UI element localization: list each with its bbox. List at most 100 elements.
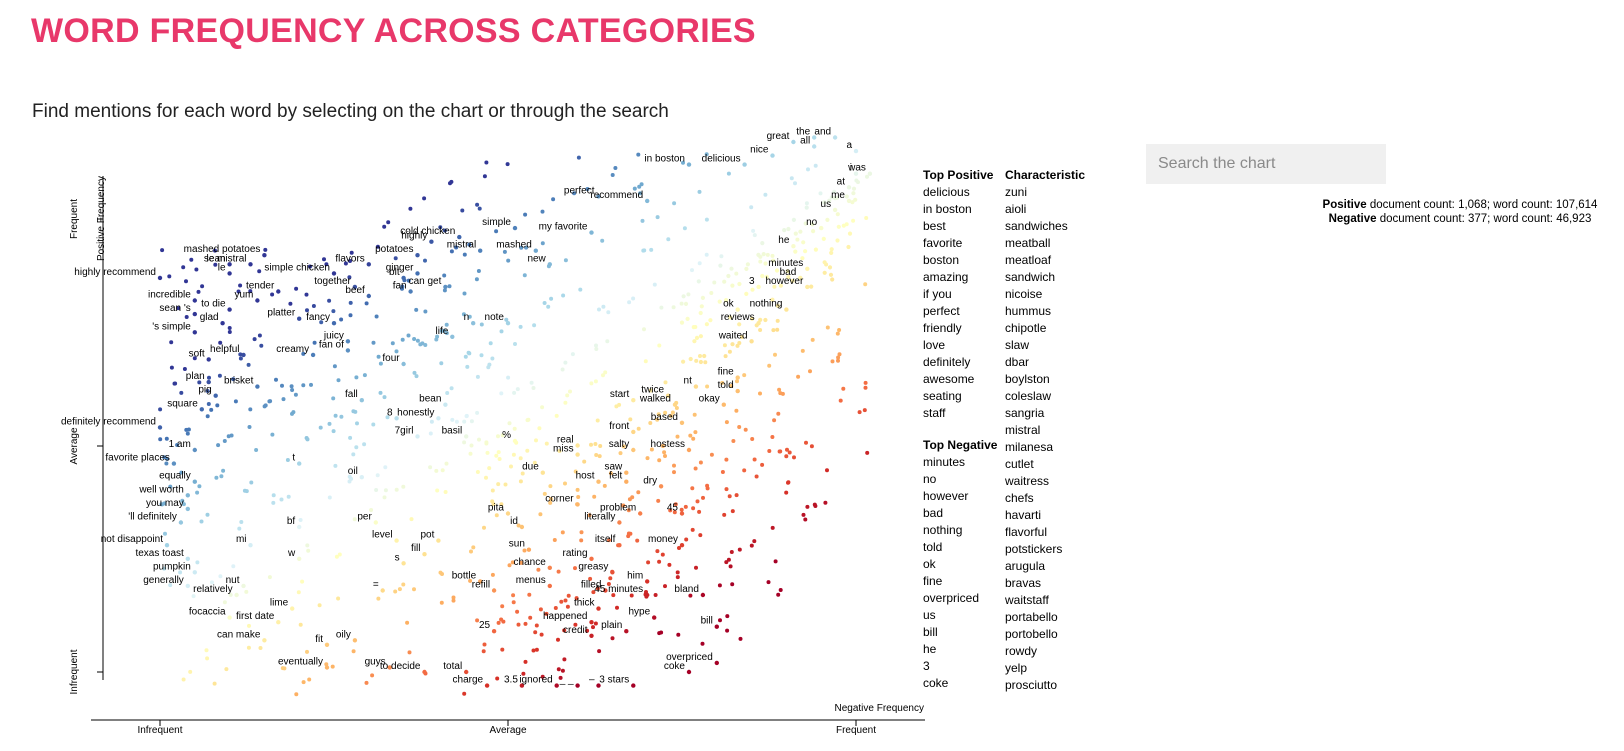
scatter-point[interactable] (862, 408, 867, 413)
term-point[interactable] (436, 416, 441, 421)
scatter-point[interactable] (850, 200, 855, 205)
term-label[interactable]: corner (545, 493, 574, 504)
term-label[interactable]: square (167, 398, 198, 409)
scatter-point[interactable] (205, 512, 210, 517)
term-label[interactable]: i (850, 163, 852, 174)
scatter-point[interactable] (451, 595, 456, 600)
top-negative-item[interactable]: 3 (923, 659, 930, 673)
scatter-point[interactable] (621, 444, 626, 449)
term-label[interactable]: _ _ (559, 675, 574, 686)
term-label[interactable]: bad (780, 267, 797, 278)
term-point[interactable] (157, 275, 163, 281)
scatter-point[interactable] (770, 525, 775, 530)
scatter-point[interactable] (546, 304, 551, 309)
scatter-point[interactable] (576, 155, 581, 160)
scatter-point[interactable] (593, 621, 598, 626)
characteristic-item[interactable]: portobello (1005, 627, 1058, 641)
top-positive-item[interactable]: seating (923, 389, 962, 403)
scatter-point[interactable] (369, 508, 374, 512)
scatter-point[interactable] (791, 217, 797, 222)
term-point[interactable] (791, 139, 796, 145)
characteristic-item[interactable]: sangria (1005, 406, 1045, 420)
term-point[interactable] (575, 443, 580, 448)
scatter-point[interactable] (522, 273, 527, 278)
top-negative-item[interactable]: no (923, 472, 937, 486)
term-point[interactable] (798, 275, 803, 281)
scatter-point[interactable] (655, 549, 660, 554)
term-point[interactable] (672, 402, 678, 407)
scatter-point[interactable] (602, 483, 607, 488)
term-label[interactable]: host (576, 471, 595, 482)
scatter-point[interactable] (227, 330, 232, 334)
term-point[interactable] (652, 615, 657, 620)
term-point[interactable] (164, 543, 170, 548)
term-point[interactable] (805, 284, 810, 290)
scatter-point[interactable] (556, 667, 561, 672)
characteristic-item[interactable]: meatball (1005, 236, 1051, 250)
scatter-point[interactable] (296, 590, 301, 595)
scatter-point[interactable] (701, 495, 705, 500)
scatter-point[interactable] (646, 560, 651, 565)
term-point[interactable] (276, 289, 281, 294)
scatter-point[interactable] (406, 333, 411, 338)
scatter-point[interactable] (731, 439, 736, 443)
term-label[interactable]: le (218, 262, 226, 273)
scatter-point[interactable] (597, 649, 602, 654)
top-positive-item[interactable]: definitely (923, 355, 971, 369)
term-label[interactable]: recommend (590, 190, 643, 201)
scatter-point[interactable] (643, 359, 648, 364)
term-label[interactable]: 45 minutes (594, 584, 643, 595)
scatter-point[interactable] (169, 340, 174, 345)
term-label[interactable]: new (527, 253, 546, 264)
term-label[interactable]: bean (419, 394, 441, 405)
scatter-point[interactable] (697, 261, 702, 266)
term-label[interactable]: delicious (702, 154, 741, 165)
scatter-point[interactable] (698, 310, 703, 316)
scatter-point[interactable] (258, 646, 263, 650)
scatter-point[interactable] (675, 434, 680, 439)
scatter-point[interactable] (331, 396, 336, 401)
term-point[interactable] (617, 543, 622, 548)
term-point[interactable] (310, 352, 316, 358)
term-label[interactable]: equally (159, 471, 191, 482)
top-positive-item[interactable]: perfect (923, 304, 960, 318)
term-label[interactable]: fine (718, 367, 735, 378)
term-point[interactable] (227, 262, 232, 267)
term-label[interactable]: focaccia (189, 607, 226, 618)
scatter-point[interactable] (830, 277, 835, 282)
characteristic-item[interactable]: meatloaf (1005, 253, 1052, 267)
term-label[interactable]: start (610, 389, 630, 400)
scatter-point[interactable] (837, 352, 842, 357)
scatter-point[interactable] (699, 304, 704, 309)
scatter-point[interactable] (726, 273, 731, 279)
scatter-point[interactable] (704, 152, 709, 157)
scatter-point[interactable] (467, 351, 472, 356)
term-point[interactable] (297, 556, 302, 561)
scatter-point[interactable] (774, 268, 780, 273)
scatter-point[interactable] (725, 614, 730, 619)
term-point[interactable] (735, 375, 740, 380)
term-point[interactable] (352, 284, 358, 290)
term-point[interactable] (359, 398, 364, 403)
scatter-point[interactable] (534, 623, 539, 628)
scatter-point[interactable] (573, 622, 578, 627)
scatter-point[interactable] (231, 564, 236, 569)
scatter-point[interactable] (471, 545, 476, 550)
term-point[interactable] (192, 447, 197, 453)
scatter-point[interactable] (676, 632, 681, 637)
scatter-point[interactable] (462, 419, 467, 424)
scatter-point[interactable] (730, 582, 735, 587)
scatter-point[interactable] (722, 343, 727, 348)
scatter-point[interactable] (749, 543, 754, 548)
scatter-point[interactable] (642, 327, 646, 332)
scatter-point[interactable] (579, 538, 584, 543)
scatter-point[interactable] (705, 384, 710, 389)
scatter-point[interactable] (630, 495, 635, 500)
scatter-point[interactable] (532, 460, 537, 465)
scatter-point[interactable] (222, 439, 227, 443)
scatter-point[interactable] (606, 582, 611, 586)
scatter-point[interactable] (347, 474, 352, 479)
top-positive-item[interactable]: friendly (923, 321, 962, 335)
scatter-point[interactable] (827, 198, 832, 203)
scatter-point[interactable] (454, 419, 459, 424)
